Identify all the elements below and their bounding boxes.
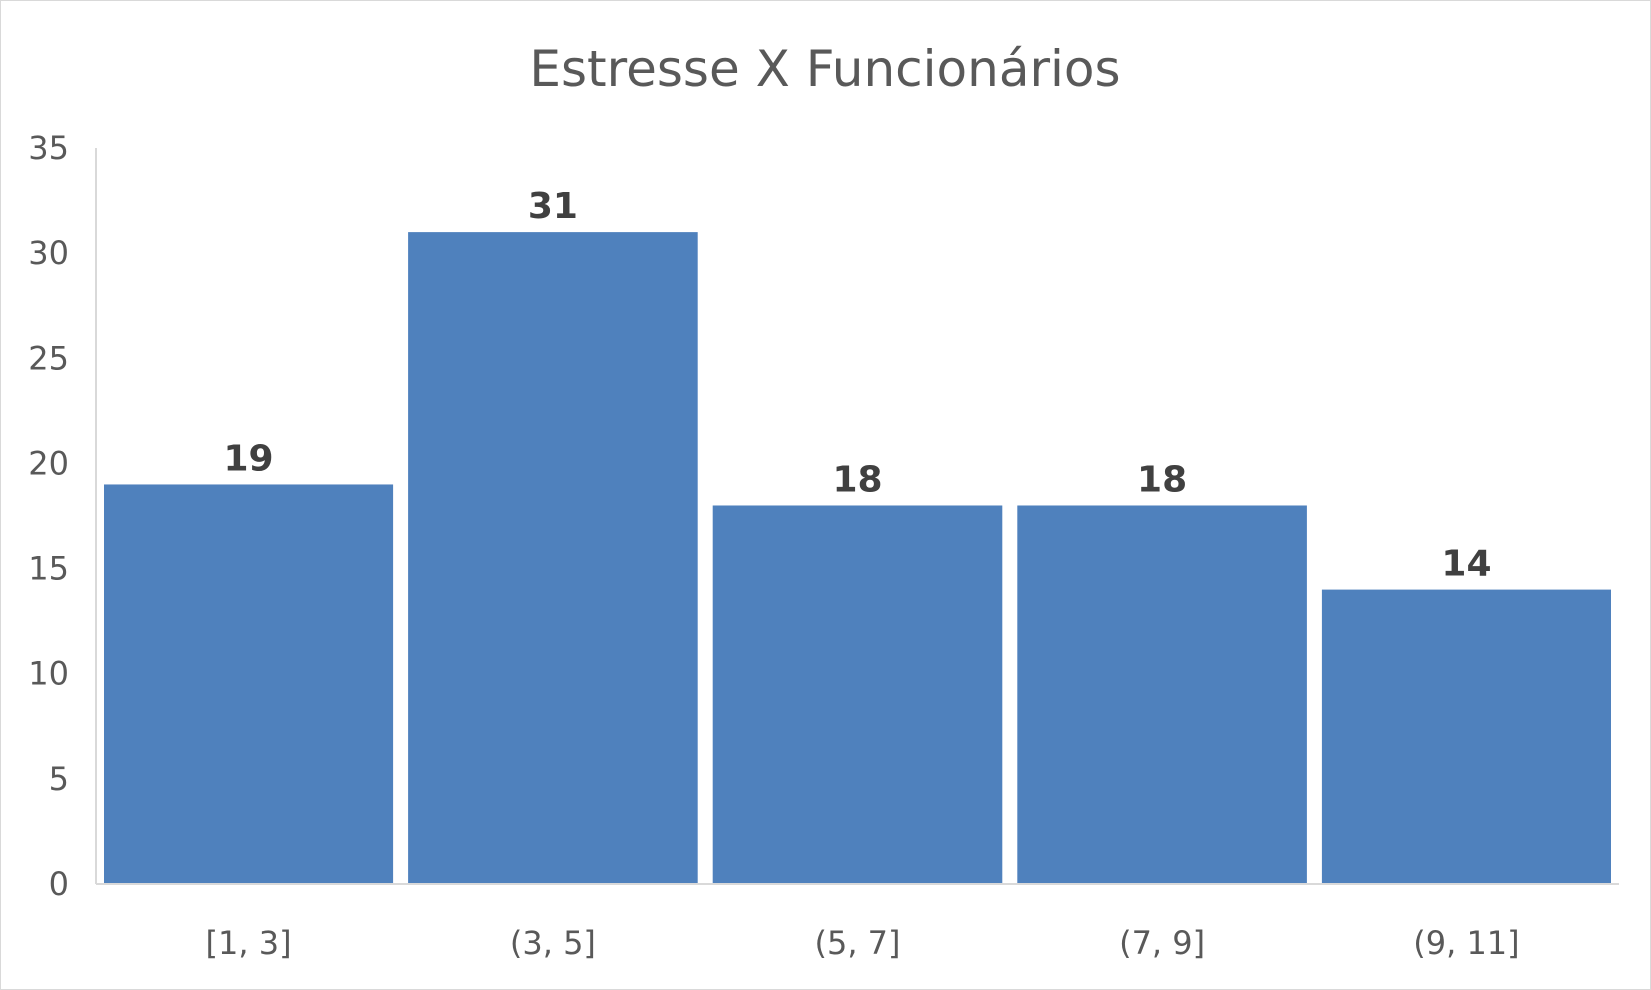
bars-group [104,232,1611,885]
bar-value-label: 14 [1441,544,1491,585]
x-tick-label: (3, 5] [510,924,596,962]
bar-value-label: 19 [223,438,273,479]
bar [104,484,394,884]
bar [1321,589,1611,884]
x-tick-label: (5, 7] [814,924,900,962]
x-tick-label: [1, 3] [206,924,292,962]
y-tick-label: 35 [28,129,69,167]
x-tick-label: (9, 11] [1413,924,1519,962]
y-tick-label: 15 [28,550,69,588]
y-axis-ticks: 0 5 10 15 20 25 30 35 [28,129,69,903]
bar-value-label: 31 [528,186,578,227]
y-tick-label: 5 [49,760,69,798]
y-tick-label: 10 [28,655,69,693]
y-tick-label: 30 [28,234,69,272]
bar [408,232,698,885]
bar-value-label: 18 [832,459,882,500]
chart-title: Estresse X Funcionários [529,40,1120,98]
bar [712,505,1003,884]
x-tick-label: (7, 9] [1119,924,1205,962]
y-tick-label: 25 [28,339,69,377]
y-tick-label: 20 [28,444,69,482]
y-tick-label: 0 [49,865,69,903]
value-labels-group: 19 31 18 18 14 [223,186,1491,584]
x-axis-ticks: [1, 3] (3, 5] (5, 7] (7, 9] (9, 11] [206,924,1520,962]
bar-value-label: 18 [1137,459,1187,500]
bar [1017,505,1307,884]
